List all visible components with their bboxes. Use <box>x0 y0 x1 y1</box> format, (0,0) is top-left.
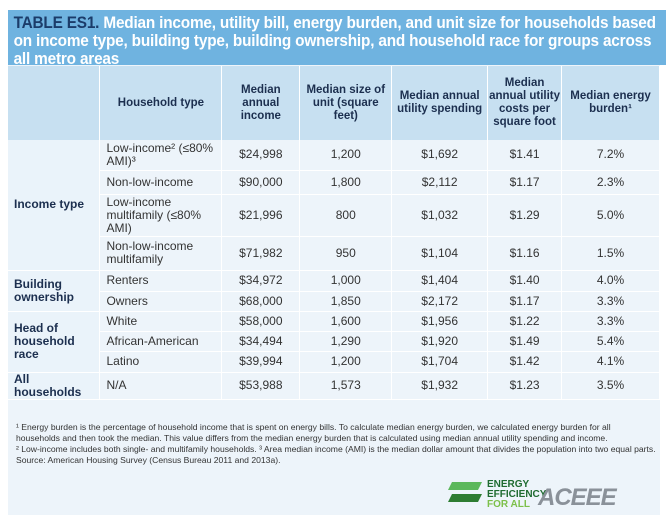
value-cell: $1.42 <box>487 351 563 373</box>
table-row: Owners $68,000 1,850 $2,172 $1.17 3.3% <box>8 291 660 312</box>
household-type-cell: Low-income² (≤80% AMI)³ <box>99 140 223 171</box>
value-cell: 1,600 <box>299 311 393 332</box>
value-cell: $71,982 <box>221 236 301 271</box>
table-row: Building ownership Renters $34,972 1,000 $1,… <box>8 270 660 312</box>
value-cell: 1,200 <box>299 140 393 171</box>
value-cell: 800 <box>299 194 393 237</box>
column-header: Median annual utility spending <box>391 66 489 140</box>
value-cell: 3.5% <box>561 372 660 400</box>
household-type-cell: N/A <box>99 372 223 400</box>
value-cell: $53,988 <box>221 372 301 400</box>
value-cell: $58,000 <box>221 311 301 332</box>
column-header: Median energy burden¹ <box>561 66 660 140</box>
value-cell: 7.2% <box>561 140 660 171</box>
value-cell: $1,404 <box>391 270 489 292</box>
value-cell: 1.5% <box>561 236 660 271</box>
value-cell: $1,692 <box>391 140 489 171</box>
footnote-2: ² Low-income includes both single- and m… <box>16 444 656 454</box>
column-header: Median annual income <box>221 66 301 140</box>
table-row: Non-low-income $90,000 1,800 $2,112 $1.17 2.3… <box>8 170 660 195</box>
value-cell: $1,932 <box>391 372 489 400</box>
group-label: Building ownership <box>8 270 101 312</box>
value-cell: $68,000 <box>221 291 301 312</box>
group-label: All households <box>8 372 101 400</box>
table-title: TABLE ES1. Median income, utility bill, … <box>8 10 666 68</box>
value-cell: $1.16 <box>487 236 563 271</box>
value-cell: $1.29 <box>487 194 563 237</box>
household-type-cell: Non-low-income multifamily <box>99 236 223 271</box>
table-row: Low-income multifamily (≤80% AMI) $21,996… <box>8 194 660 237</box>
column-header: Household type <box>99 66 223 140</box>
household-type-cell: White <box>99 311 223 332</box>
table-figure: TABLE ES1. Median income, utility bill, … <box>8 10 666 515</box>
value-cell: 1,000 <box>299 270 393 292</box>
footnotes: ¹ Energy burden is the percentage of hou… <box>16 422 656 466</box>
value-cell: $1.23 <box>487 372 563 400</box>
data-table: Household type Median annual income Median… <box>8 66 660 400</box>
value-cell: 5.0% <box>561 194 660 237</box>
value-cell: 1,800 <box>299 170 393 195</box>
household-type-cell: Owners <box>99 291 223 312</box>
value-cell: $1.49 <box>487 331 563 352</box>
value-cell: $1.17 <box>487 291 563 312</box>
aceee-logo: ACEEE <box>538 484 617 511</box>
value-cell: $2,172 <box>391 291 489 312</box>
value-cell: $34,494 <box>221 331 301 352</box>
table-row: Head of household race White $58,000 1,600 $… <box>8 311 660 373</box>
logo-text-energy: ENERGY <box>487 479 530 490</box>
household-type-cell: Non-low-income <box>99 170 223 195</box>
value-cell: $2,112 <box>391 170 489 195</box>
household-type-cell: Low-income multifamily (≤80% AMI) <box>99 194 223 237</box>
value-cell: $24,998 <box>221 140 301 171</box>
header-row: Household type Median annual income Median… <box>8 66 660 140</box>
value-cell: 1,290 <box>299 331 393 352</box>
column-header <box>8 66 101 140</box>
value-cell: 4.1% <box>561 351 660 373</box>
value-cell: $1,956 <box>391 311 489 332</box>
value-cell: 2.3% <box>561 170 660 195</box>
value-cell: $1,032 <box>391 194 489 237</box>
eefa-logo-mark-icon <box>448 482 482 502</box>
value-cell: $1.17 <box>487 170 563 195</box>
value-cell: $90,000 <box>221 170 301 195</box>
value-cell: $1.40 <box>487 270 563 292</box>
value-cell: 950 <box>299 236 393 271</box>
column-header: Median annual utility costs per square f… <box>487 66 563 140</box>
value-cell: 4.0% <box>561 270 660 292</box>
value-cell: 5.4% <box>561 331 660 352</box>
value-cell: 1,850 <box>299 291 393 312</box>
group-label: Income type <box>8 140 101 271</box>
title-text: Median income, utility bill, energy burd… <box>13 14 656 68</box>
table-row: African-American $34,494 1,290 $1,920 $1.49 5… <box>8 331 660 352</box>
column-header: Median size of unit (square feet) <box>299 66 393 140</box>
value-cell: $1,104 <box>391 236 489 271</box>
table-row: Non-low-income multifamily $71,982 950 $1,1… <box>8 236 660 271</box>
value-cell: $1.22 <box>487 311 563 332</box>
value-cell: $1.41 <box>487 140 563 171</box>
logo-text-efficiency: EFFICIENCY <box>487 489 547 500</box>
value-cell: 3.3% <box>561 291 660 312</box>
household-type-cell: Renters <box>99 270 223 292</box>
value-cell: $1,704 <box>391 351 489 373</box>
logo-text-for-all: FOR ALL <box>487 499 530 510</box>
energy-efficiency-for-all-logo: ENERGY EFFICIENCY FOR ALL <box>448 480 546 510</box>
value-cell: 3.3% <box>561 311 660 332</box>
household-type-cell: African-American <box>99 331 223 352</box>
table-number: TABLE ES1. <box>13 14 100 32</box>
value-cell: $21,996 <box>221 194 301 237</box>
footnote-1: ¹ Energy burden is the percentage of hou… <box>16 422 611 443</box>
table-row: All households N/A $53,988 1,573 $1,932 $1.23… <box>8 372 660 400</box>
household-type-cell: Latino <box>99 351 223 373</box>
value-cell: $34,972 <box>221 270 301 292</box>
group-label: Head of household race <box>8 311 101 373</box>
value-cell: $39,994 <box>221 351 301 373</box>
table-row: Latino $39,994 1,200 $1,704 $1.42 4.1% <box>8 351 660 373</box>
source-note: Source: American Housing Survey (Census … <box>16 455 281 465</box>
value-cell: 1,573 <box>299 372 393 400</box>
value-cell: $1,920 <box>391 331 489 352</box>
table-row: Income type Low-income² (≤80% AMI)³ $24,99… <box>8 140 660 271</box>
value-cell: 1,200 <box>299 351 393 373</box>
